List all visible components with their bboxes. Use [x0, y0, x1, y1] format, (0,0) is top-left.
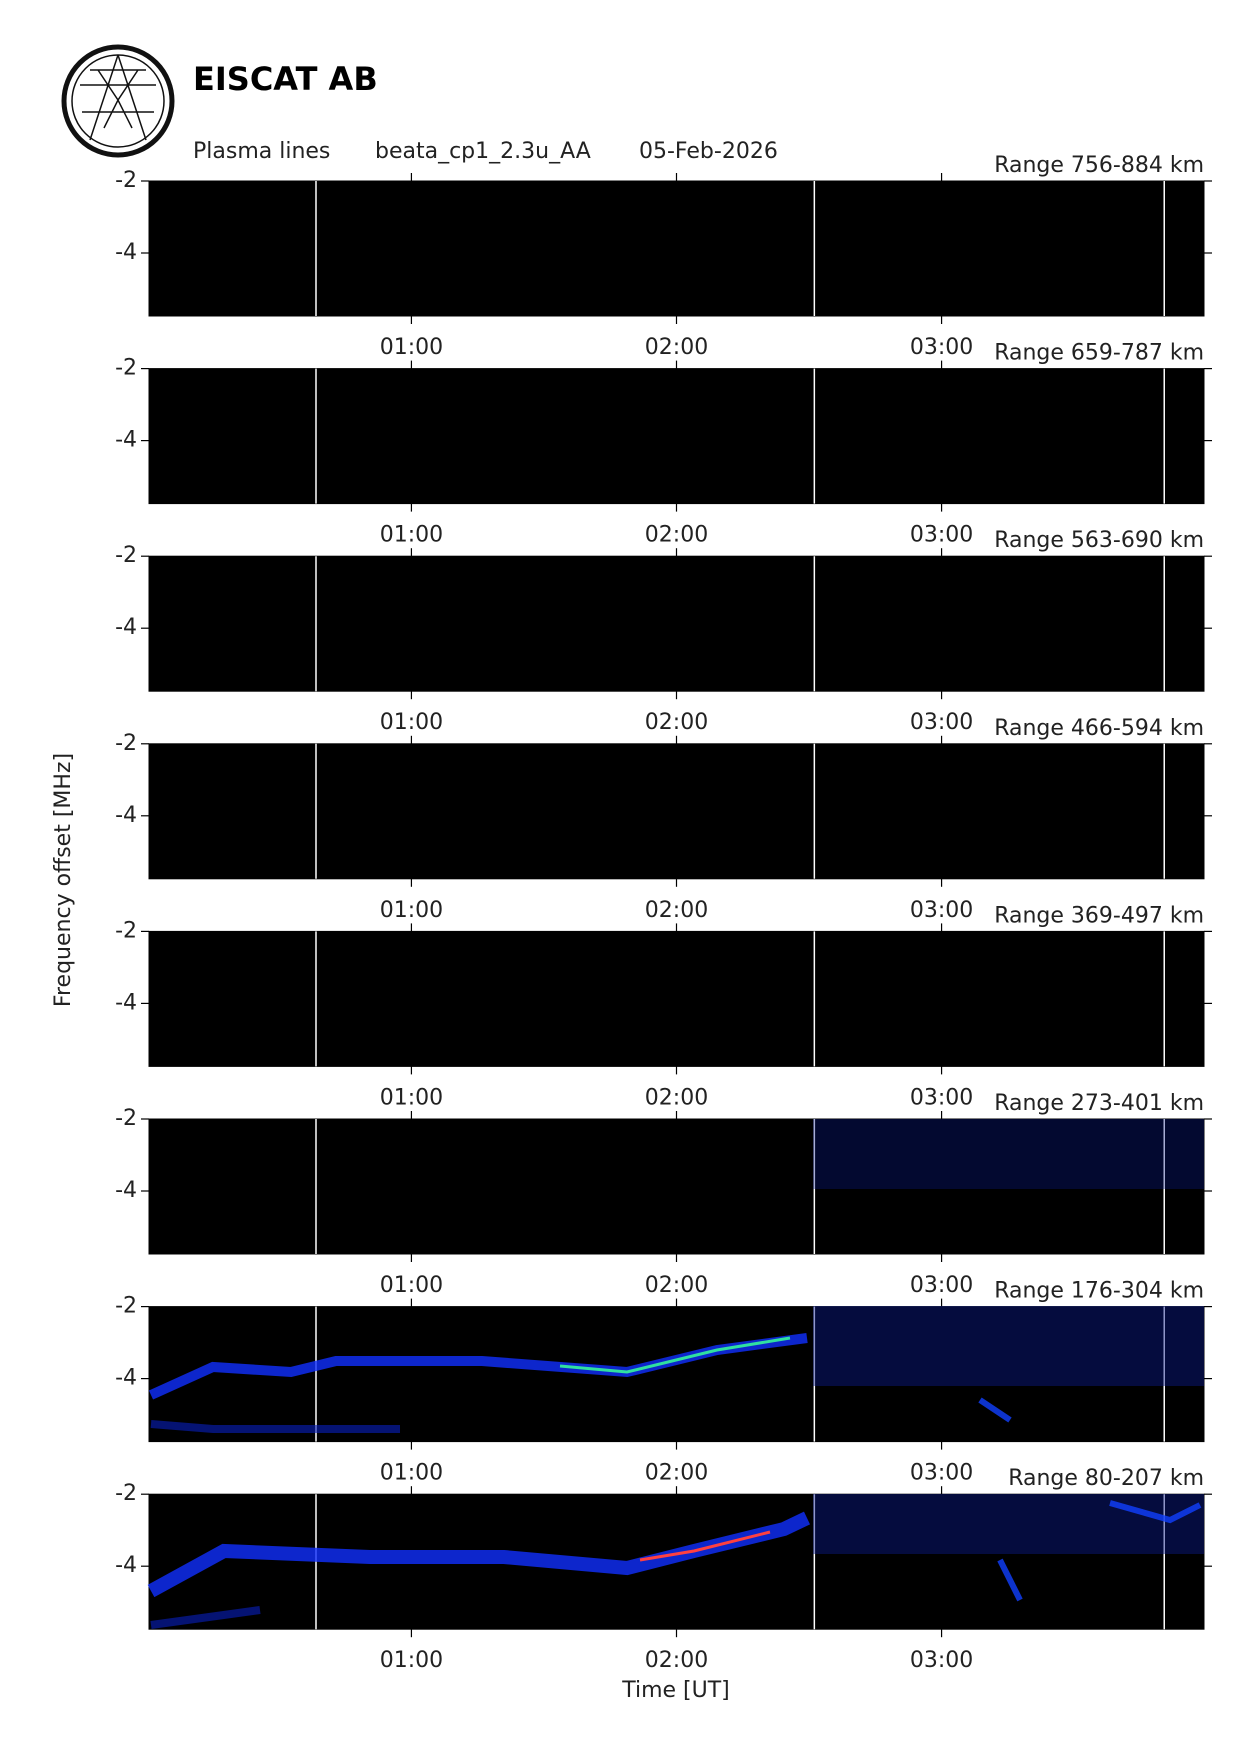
- x-tick-label: 03:00: [910, 1085, 973, 1110]
- x-tick-label: 02:00: [645, 335, 708, 360]
- x-tick-label: 01:00: [380, 1461, 443, 1486]
- panel-title: Range 659-787 km: [994, 341, 1204, 366]
- x-tick-label: 02:00: [645, 1461, 708, 1486]
- y-tick-label: -2: [115, 1481, 137, 1506]
- x-tick-label: 02:00: [645, 898, 708, 923]
- plot-area: [148, 930, 1205, 1067]
- experiment: beata_cp1_2.3u_AA: [375, 139, 591, 164]
- x-tick-label: 01:00: [380, 710, 443, 735]
- logo: [61, 44, 175, 158]
- plot-kind: Plasma lines: [193, 139, 330, 164]
- plot-area: [148, 1306, 1205, 1443]
- plot-area: [148, 180, 1205, 317]
- x-tick-label: 01:00: [380, 1273, 443, 1298]
- x-tick-label: 01:00: [380, 523, 443, 548]
- x-tick-label: 03:00: [910, 523, 973, 548]
- y-tick-label: -4: [115, 803, 137, 828]
- y-axis-label: Frequency offset [MHz]: [51, 753, 76, 1007]
- y-tick-label: -2: [115, 731, 137, 756]
- panel-title: Range 80-207 km: [1008, 1466, 1204, 1491]
- x-tick-label: 01:00: [380, 898, 443, 923]
- plot-area: [148, 743, 1205, 880]
- plot-area: [148, 368, 1205, 505]
- panel-title: Range 756-884 km: [994, 153, 1204, 178]
- x-tick-label: 02:00: [645, 1273, 708, 1298]
- spectrogram-texture: [147, 1119, 1204, 1629]
- haze: [813, 1306, 1204, 1386]
- date: 05-Feb-2026: [639, 139, 778, 164]
- plot-area: [148, 1118, 1205, 1255]
- y-tick-label: -2: [115, 1294, 137, 1319]
- panels: -2 -4 01:00 02:00 03:00 Range 756-884 km -2 -4 0…: [115, 153, 1212, 1673]
- y-tick-label: -4: [115, 1366, 137, 1391]
- trace: [150, 1420, 400, 1629]
- y-tick-label: -4: [115, 1553, 137, 1578]
- x-tick-label: 02:00: [645, 523, 708, 548]
- y-tick-label: -2: [115, 918, 137, 943]
- org: EISCAT AB: [193, 60, 378, 98]
- x-axis-label: Time [UT]: [621, 1678, 730, 1703]
- x-tick-label: 02:00: [645, 1085, 708, 1110]
- x-tick-label: 03:00: [910, 710, 973, 735]
- x-tick-label: 02:00: [645, 710, 708, 735]
- x-tick-label: 03:00: [910, 1648, 973, 1673]
- panel-title: Range 466-594 km: [994, 716, 1204, 741]
- panel-title: Range 273-401 km: [994, 1091, 1204, 1116]
- panel-title: Range 369-497 km: [994, 903, 1204, 928]
- y-tick-label: -2: [115, 356, 137, 381]
- y-tick-label: -4: [115, 1178, 137, 1203]
- trace: [559, 1336, 791, 1374]
- x-tick-label: 03:00: [910, 335, 973, 360]
- x-tick-label: 01:00: [380, 1085, 443, 1110]
- trace: [978, 1397, 1202, 1602]
- haze: [813, 1494, 1204, 1554]
- x-tick-label: 02:00: [645, 1648, 708, 1673]
- x-tick-label: 01:00: [380, 335, 443, 360]
- x-tick-label: 01:00: [380, 1648, 443, 1673]
- y-tick-label: -2: [115, 168, 137, 193]
- panel-title: Range 176-304 km: [994, 1279, 1204, 1304]
- x-tick-label: 03:00: [910, 1461, 973, 1486]
- y-tick-label: -2: [115, 543, 137, 568]
- panel-title: Range 563-690 km: [994, 528, 1204, 553]
- haze: [813, 1119, 1204, 1189]
- y-tick-label: -4: [115, 240, 137, 265]
- x-tick-label: 03:00: [910, 1273, 973, 1298]
- plot-area: [148, 555, 1205, 692]
- y-tick-label: -4: [115, 990, 137, 1015]
- y-tick-label: -2: [115, 1106, 137, 1131]
- x-tick-label: 03:00: [910, 898, 973, 923]
- y-tick-label: -4: [115, 428, 137, 453]
- y-tick-label: -4: [115, 615, 137, 640]
- trace: [639, 1530, 771, 1562]
